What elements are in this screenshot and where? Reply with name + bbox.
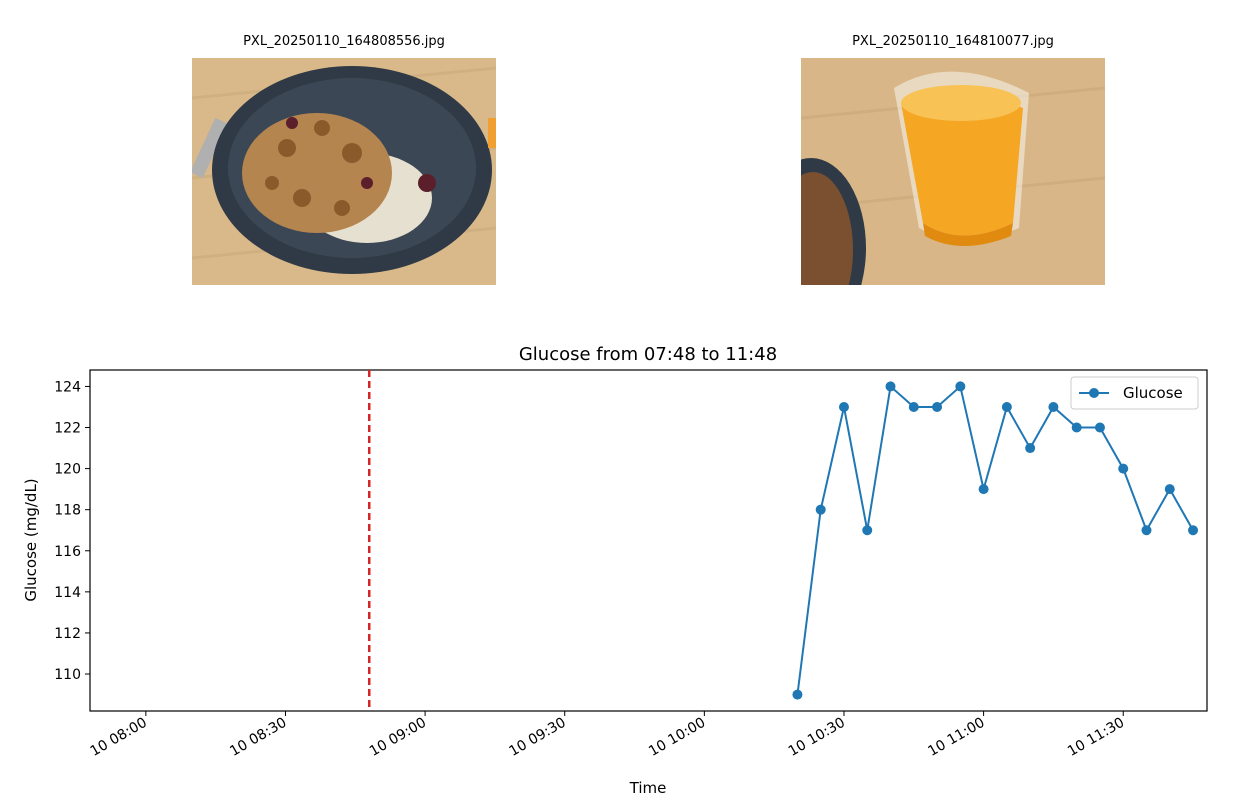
chart-title: Glucose from 07:48 to 11:48 bbox=[519, 344, 777, 365]
y-tick-label: 110 bbox=[54, 667, 81, 683]
glucose-series-line bbox=[796, 384, 1194, 695]
photo-title-1: PXL_20250110_164808556.jpg bbox=[243, 34, 445, 49]
glucose-point bbox=[1188, 525, 1199, 536]
granola-bowl-photo bbox=[192, 58, 496, 285]
x-tick-label: 10 10:30 bbox=[786, 715, 848, 760]
x-tick-label: 10 09:30 bbox=[506, 715, 568, 760]
y-tick-label: 114 bbox=[54, 585, 81, 601]
glucose-point bbox=[838, 401, 849, 412]
y-tick-label: 122 bbox=[54, 421, 81, 437]
glucose-point bbox=[908, 401, 919, 412]
legend: Glucose bbox=[1070, 376, 1199, 410]
x-tick-label: 10 08:30 bbox=[227, 715, 289, 760]
legend-box bbox=[1070, 376, 1199, 410]
photo-title-2: PXL_20250110_164810077.jpg bbox=[852, 34, 1054, 49]
glucose-point bbox=[1094, 422, 1105, 433]
glucose-point bbox=[955, 381, 966, 392]
x-axis-label: Time bbox=[629, 779, 667, 797]
x-tick-label: 10 09:00 bbox=[367, 715, 429, 760]
glucose-point bbox=[862, 525, 873, 536]
glucose-point bbox=[1164, 484, 1175, 495]
x-tick-label: 10 08:00 bbox=[88, 715, 150, 760]
glucose-point bbox=[1048, 401, 1059, 412]
y-tick-label: 112 bbox=[54, 626, 81, 642]
x-tick-label: 10 11:30 bbox=[1065, 715, 1127, 760]
x-tick-label: 10 11:00 bbox=[925, 715, 987, 760]
legend-marker bbox=[1089, 388, 1099, 398]
glucose-chart: 110 112 114 116 118 120 122 124 10 08:00 10 08:30… bbox=[22, 344, 1208, 797]
orange-juice-photo bbox=[801, 58, 1105, 285]
y-tick-label: 120 bbox=[54, 462, 81, 478]
plot-frame bbox=[89, 369, 1208, 712]
glucose-point bbox=[1025, 443, 1036, 454]
glucose-point bbox=[978, 484, 989, 495]
glucose-point bbox=[932, 401, 943, 412]
glucose-point bbox=[1071, 422, 1082, 433]
y-tick-label: 124 bbox=[54, 379, 81, 395]
glucose-point bbox=[1118, 463, 1129, 474]
glucose-point bbox=[1141, 525, 1152, 536]
glucose-point bbox=[792, 689, 803, 700]
glucose-point bbox=[885, 381, 896, 392]
y-axis-label: Glucose (mg/dL) bbox=[22, 478, 40, 601]
legend-label: Glucose bbox=[1123, 384, 1183, 402]
y-tick-label: 116 bbox=[54, 544, 81, 560]
glucose-point bbox=[1001, 401, 1012, 412]
x-tick-label: 10 10:00 bbox=[646, 715, 708, 760]
y-tick-label: 118 bbox=[54, 503, 81, 519]
glucose-point bbox=[815, 504, 826, 515]
